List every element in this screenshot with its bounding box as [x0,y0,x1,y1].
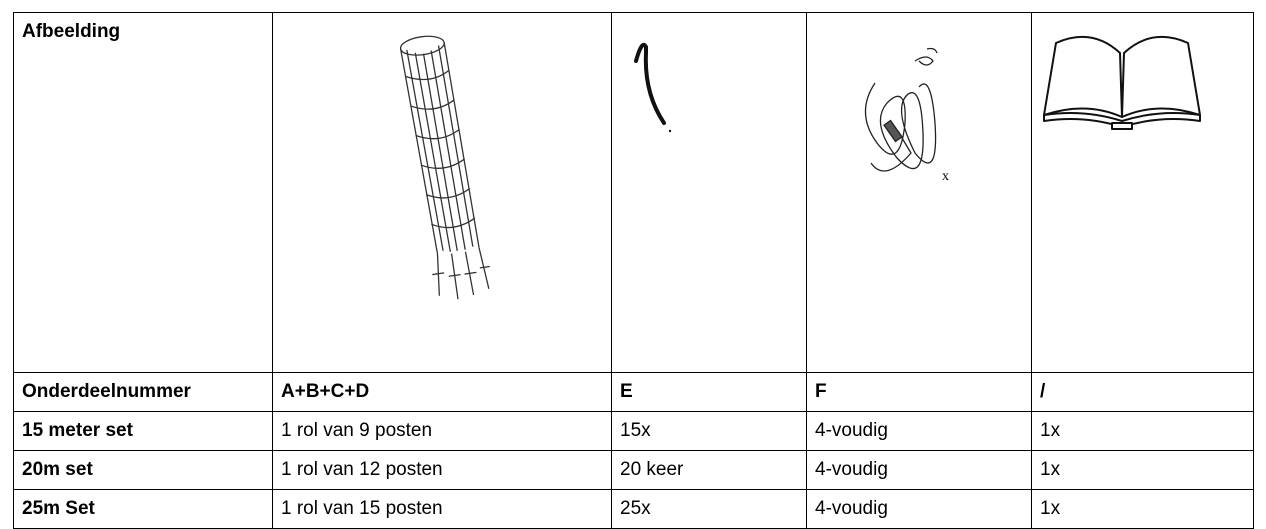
fence-roll-icon [399,35,490,300]
image-cell [272,12,612,373]
table-cell: F [806,372,1032,412]
page: Afbeelding [13,12,1254,529]
row-label: 15 meter set [13,411,273,451]
table-cell: 4-voudig [806,450,1032,490]
image-cell [1031,12,1254,373]
image-caption: x [942,169,949,184]
stake-icon [634,42,672,133]
table-cell: 1 rol van 9 posten [272,411,612,451]
table-row: 20m set 1 rol van 12 posten 20 keer 4-voudi… [13,450,1254,490]
row-label: 25m Set [13,489,273,529]
image-row: Afbeelding [13,12,1254,373]
table-row: 25m Set 1 rol van 15 posten 25x 4-voudig 1x [13,489,1254,529]
table-cell: 1x [1031,489,1254,529]
row-label: Afbeelding [13,12,273,373]
table-cell: 25x [611,489,807,529]
image-cell: x [806,12,1032,373]
parts-table: Afbeelding [13,12,1254,529]
table-cell: 20 keer [611,450,807,490]
table-cell: E [611,372,807,412]
table-cell: 1x [1031,450,1254,490]
table-cell: 1 rol van 15 posten [272,489,612,529]
table-cell: 1 rol van 12 posten [272,450,612,490]
table-cell: 4-voudig [806,411,1032,451]
table-cell: / [1031,372,1254,412]
table-cell: 15x [611,411,807,451]
table-row: Onderdeelnummer A+B+C+D E F / [13,372,1254,412]
row-label: Onderdeelnummer [13,372,273,412]
row-label: 20m set [13,450,273,490]
table-cell: 4-voudig [806,489,1032,529]
table-row: 15 meter set 1 rol van 9 posten 15x 4-voudi… [13,411,1254,451]
book-icon [1043,36,1201,130]
table-cell: 1x [1031,411,1254,451]
rope-icon: x [864,47,949,184]
table-cell: A+B+C+D [272,372,612,412]
image-cell [611,12,807,373]
